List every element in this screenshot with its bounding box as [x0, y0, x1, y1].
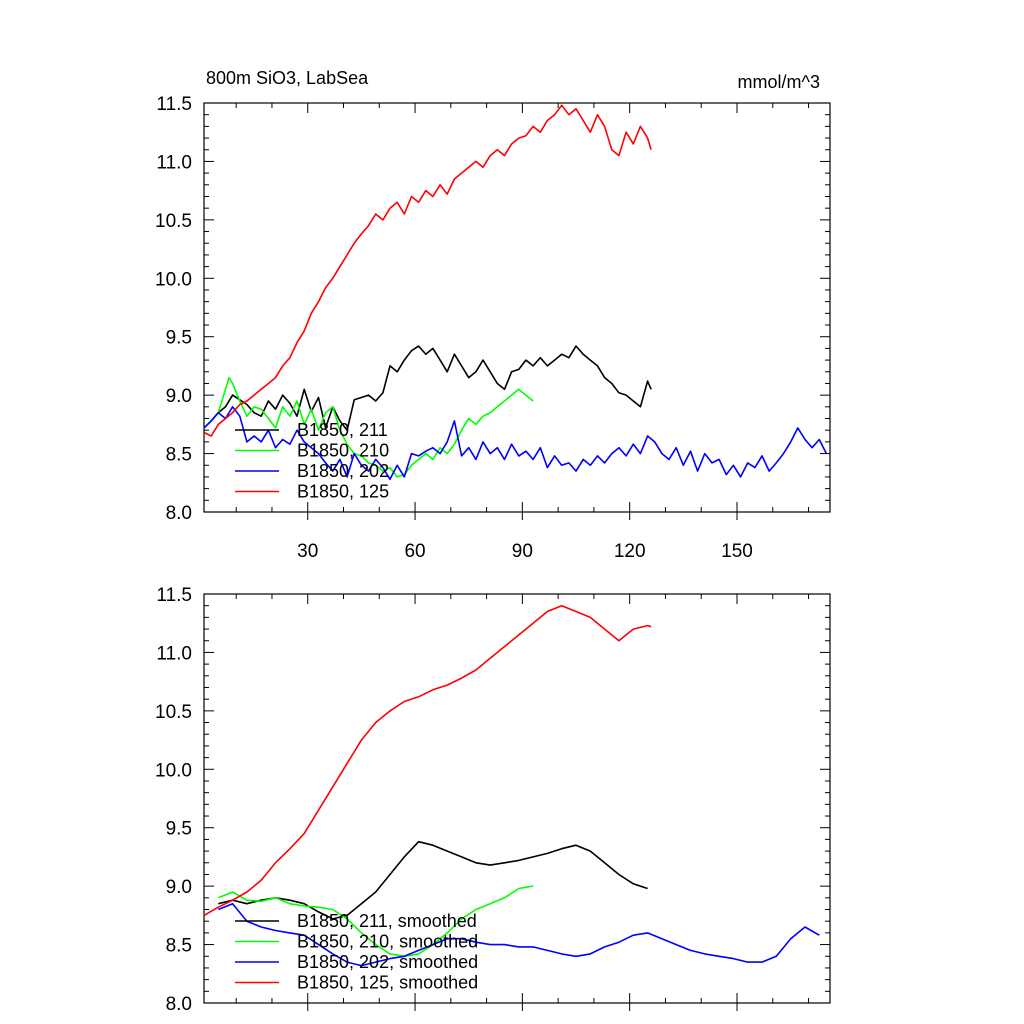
legend-label: B1850, 125, smoothed — [297, 973, 478, 993]
x-tick-label: 150 — [721, 541, 753, 562]
y-tick-label: 10.0 — [155, 269, 192, 290]
series-line-2 — [217, 902, 820, 967]
y-tick-label: 11.5 — [156, 94, 192, 115]
bottom-panel: 8.0 8.5 9.0 9.5 10.0 10.5 11.0 11.5 B1850, 211, … — [155, 585, 831, 1015]
y-tick-label: 10.5 — [155, 211, 192, 232]
chart-title: 800m SiO3, LabSea — [206, 68, 369, 88]
series-line-0 — [218, 840, 648, 920]
legend-label: B1850, 125 — [297, 482, 389, 502]
legend-label: B1850, 210, smoothed — [297, 932, 478, 952]
units-label: mmol/m^3 — [738, 72, 820, 92]
y-tick-label: 11.0 — [156, 643, 192, 664]
series-line-1 — [217, 885, 534, 958]
y-tick-label: 8.0 — [166, 503, 192, 524]
y-tick-label: 8.5 — [166, 445, 192, 466]
x-tick-label: 90 — [512, 541, 533, 562]
y-tick-label: 9.0 — [166, 877, 192, 898]
series-line-0 — [203, 345, 652, 432]
legend-label: B1850, 211 — [297, 420, 388, 440]
series-line-1 — [203, 376, 534, 478]
y-tick-label: 11.5 — [156, 585, 192, 606]
legend-label: B1850, 202 — [297, 461, 389, 481]
y-tick-label: 10.0 — [155, 760, 192, 781]
top-panel: 8.0 8.5 9.0 9.5 10.0 10.5 11.0 11.5 30 60 90 120 150… — [155, 68, 831, 562]
plot-frame — [203, 593, 831, 1004]
series-line-2 — [203, 405, 828, 481]
series-line-3 — [203, 604, 652, 917]
y-tick-label: 11.0 — [156, 152, 192, 173]
y-tick-label: 9.5 — [166, 328, 192, 349]
legend-label: B1850, 202, smoothed — [297, 952, 478, 972]
y-tick-label: 10.5 — [155, 702, 192, 723]
y-tick-label: 9.0 — [166, 386, 192, 407]
x-tick-label: 60 — [404, 541, 425, 562]
plot-frame — [203, 102, 831, 513]
y-tick-label: 9.5 — [166, 819, 192, 840]
x-tick-label: 120 — [614, 541, 646, 562]
x-tick-label: 30 — [297, 541, 318, 562]
y-tick-label: 8.0 — [166, 994, 192, 1015]
series-line-3 — [203, 104, 652, 437]
y-tick-label: 8.5 — [166, 936, 192, 957]
legend-label: B1850, 210 — [297, 441, 389, 461]
legend-label: B1850, 211, smoothed — [297, 911, 477, 931]
